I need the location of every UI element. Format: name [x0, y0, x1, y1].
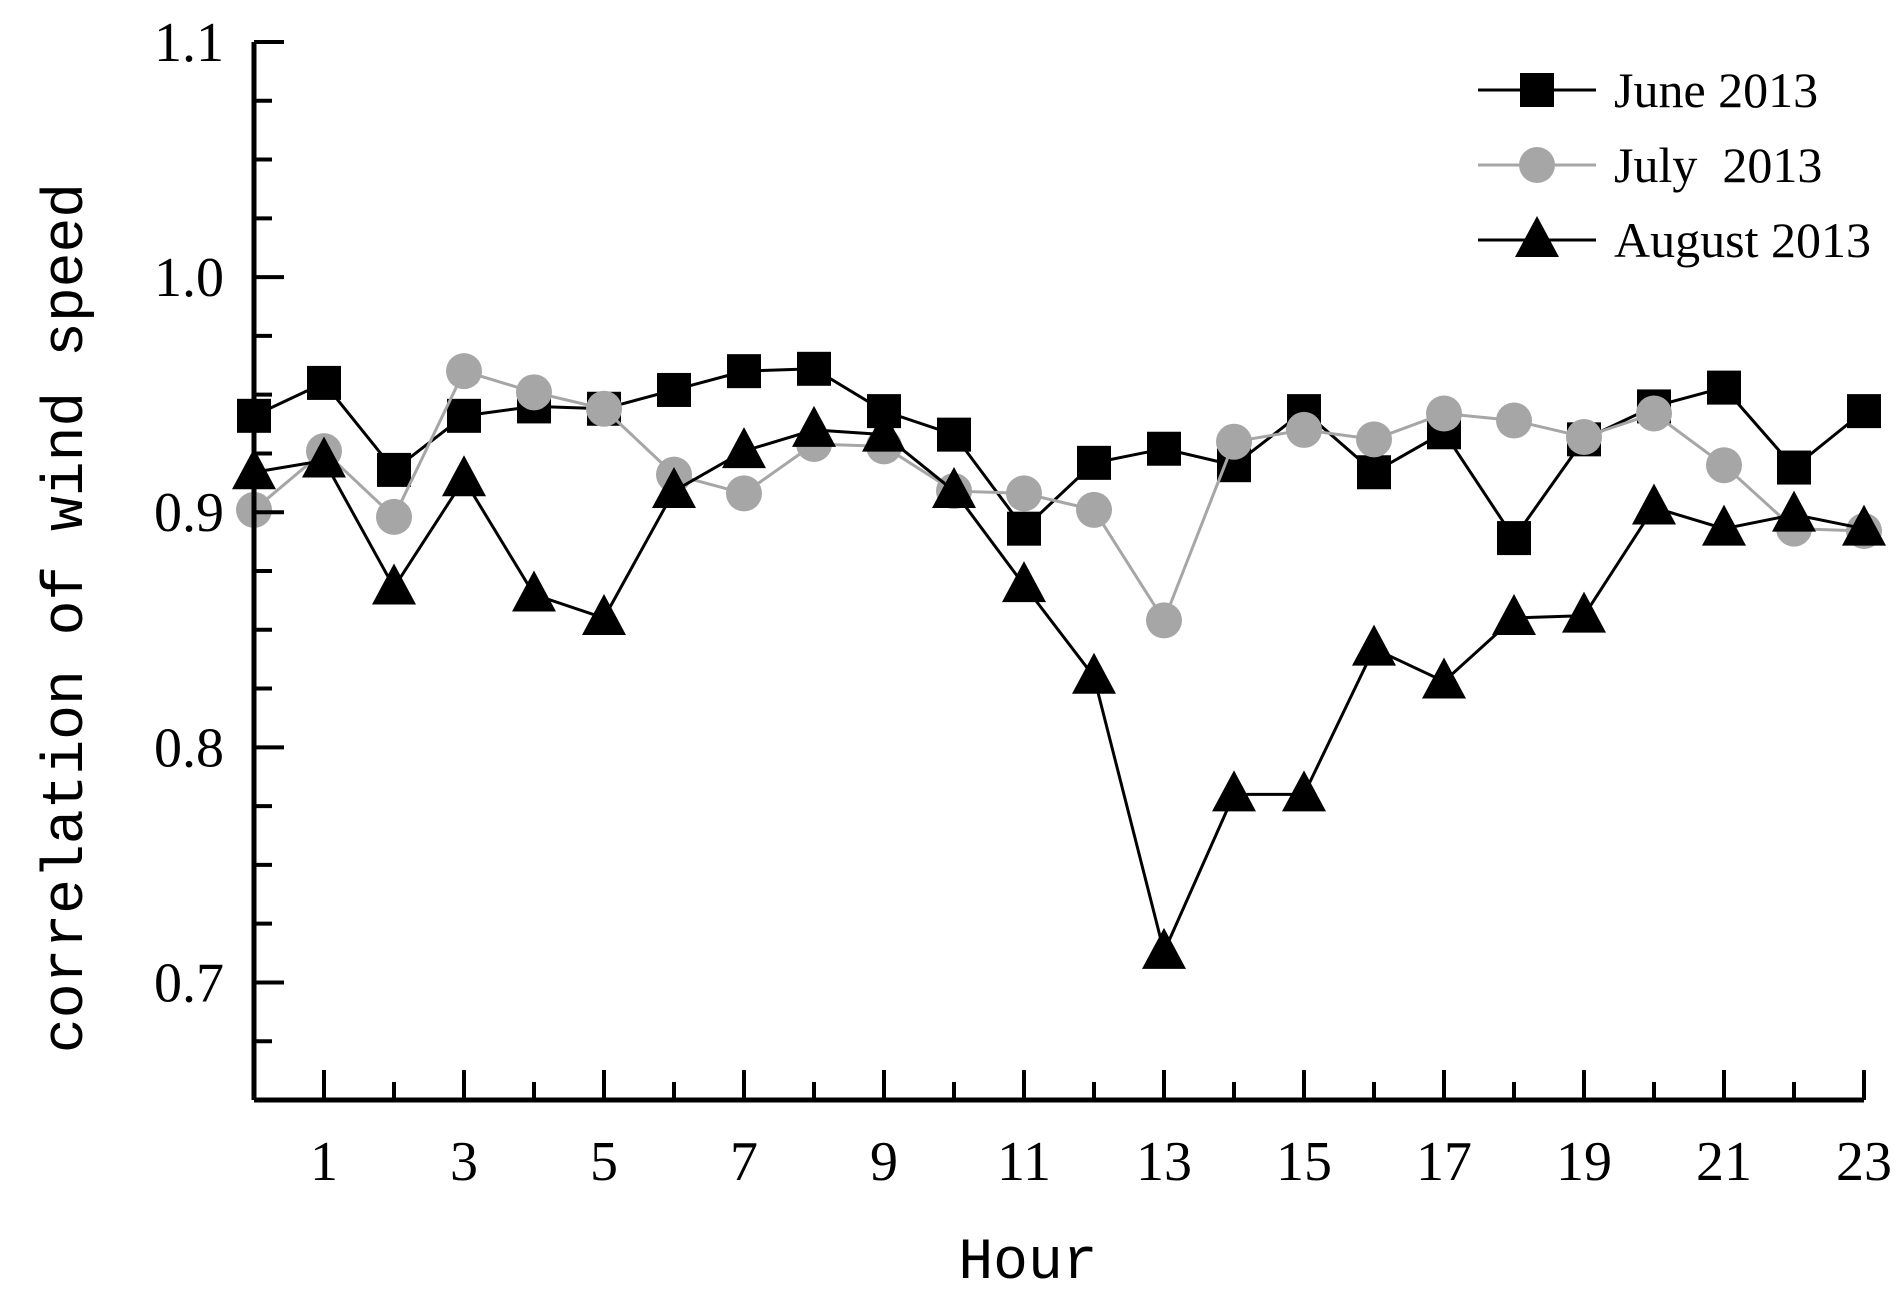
data-point: [1566, 418, 1602, 455]
series-square: [237, 351, 1881, 556]
x-tick-label: 15: [1276, 1131, 1332, 1193]
x-tick-label: 21: [1696, 1131, 1752, 1193]
y-tick-label: 1.1: [154, 12, 224, 74]
data-point: [727, 354, 761, 389]
data-point: [1636, 395, 1672, 432]
data-point: [516, 374, 552, 411]
data-point: [307, 365, 341, 400]
y-axis-title: correlation of wind speed: [35, 183, 100, 1053]
data-point: [1002, 561, 1046, 603]
data-point: [932, 467, 976, 509]
data-point: [302, 436, 346, 478]
data-point: [1147, 431, 1181, 466]
data-point: [446, 353, 482, 390]
x-tick-label: 1: [310, 1131, 338, 1193]
data-point: [797, 351, 831, 386]
data-point: [586, 390, 622, 427]
data-point: [862, 410, 906, 452]
data-point: [1777, 450, 1811, 485]
data-point: [1352, 624, 1396, 666]
legend-entry: August 2013: [1478, 212, 1871, 268]
x-tick-label: 9: [870, 1131, 898, 1193]
data-point: [1422, 657, 1466, 699]
data-point: [657, 372, 691, 407]
legend-label: June 2013: [1614, 62, 1818, 118]
x-tick-label: 7: [730, 1131, 758, 1193]
data-point: [1497, 521, 1531, 556]
x-tick-label: 19: [1556, 1131, 1612, 1193]
data-point: [937, 417, 971, 452]
series-layer: [232, 351, 1886, 969]
data-point: [1562, 591, 1606, 633]
x-tick-label: 11: [997, 1131, 1051, 1193]
data-point: [1772, 490, 1816, 532]
axes: [251, 40, 1866, 1103]
data-point: [1007, 511, 1041, 546]
data-point: [1072, 652, 1116, 694]
x-tick-label: 3: [450, 1131, 478, 1193]
data-point: [652, 467, 696, 509]
data-point: [442, 455, 486, 497]
data-point: [1707, 370, 1741, 405]
data-point: [1286, 411, 1322, 448]
data-point: [582, 594, 626, 636]
data-point: [1212, 770, 1256, 812]
data-point: [1842, 504, 1886, 546]
data-point: [1076, 491, 1112, 528]
legend-entry: July 2013: [1478, 137, 1822, 193]
y-tick-label: 1.0: [154, 247, 224, 309]
y-tick-label: 0.9: [154, 482, 224, 544]
data-point: [1492, 594, 1536, 636]
data-point: [1496, 402, 1532, 439]
x-tick-label: 13: [1136, 1131, 1192, 1193]
data-point: [376, 498, 412, 535]
data-point: [512, 570, 556, 612]
data-point: [1282, 770, 1326, 812]
data-point: [1077, 445, 1111, 480]
data-point: [1357, 455, 1391, 490]
legend: June 2013 July 2013 August 2013: [1478, 62, 1871, 268]
y-tick-label: 0.7: [154, 952, 224, 1014]
data-point: [1632, 483, 1676, 525]
legend-label: August 2013: [1614, 212, 1871, 268]
data-point: [722, 427, 766, 469]
x-tick-label: 17: [1416, 1131, 1472, 1193]
data-point: [1356, 421, 1392, 458]
series-line: [253, 367, 1865, 541]
data-point: [1847, 394, 1881, 429]
data-point: [1706, 447, 1742, 484]
data-point: [1006, 475, 1042, 512]
data-point: [377, 452, 411, 487]
data-point: [447, 398, 481, 433]
data-point: [1702, 504, 1746, 546]
x-tick-label: 5: [590, 1131, 618, 1193]
data-point: [792, 405, 836, 447]
tick-labels: 0.70.80.91.01.11 3 5 7 9 11 13 15 17 19 21 23: [154, 12, 1892, 1193]
legend-entry: June 2013: [1478, 62, 1818, 118]
x-axis-title: Hour: [958, 1231, 1097, 1293]
legend-label: July 2013: [1614, 137, 1822, 193]
data-point: [726, 475, 762, 512]
data-point: [1216, 423, 1252, 460]
data-point: [1426, 395, 1462, 432]
y-tick-label: 0.8: [154, 717, 224, 779]
data-point: [1146, 602, 1182, 639]
series-triangle: [232, 405, 1886, 969]
legend-marker: [1520, 73, 1554, 107]
data-point: [1142, 927, 1186, 969]
x-tick-label: 23: [1836, 1131, 1892, 1193]
data-point: [372, 563, 416, 605]
legend-marker: [1515, 216, 1559, 257]
legend-marker: [1519, 147, 1555, 183]
series-line: [253, 428, 1865, 957]
